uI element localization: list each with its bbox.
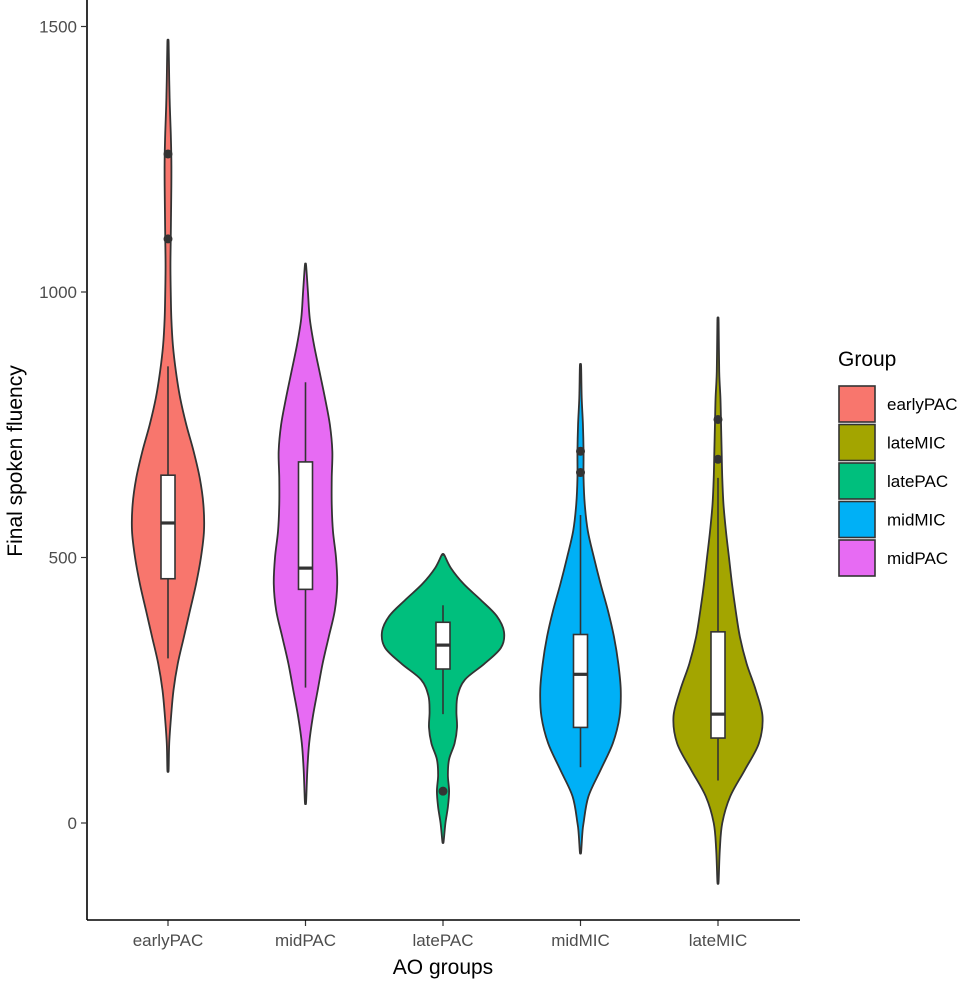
legend: Group earlyPAC lateMIC latePAC midMIC midPAC: [838, 348, 958, 577]
outlier-point: [576, 446, 585, 456]
box-lateMIC: [710, 631, 726, 739]
y-tick-label: 500: [49, 549, 77, 568]
outlier-point: [163, 234, 173, 244]
y-tick-label: 0: [68, 814, 77, 833]
outlier-point: [713, 414, 723, 424]
x-axis: earlyPAC midPAC latePAC midMIC lateMIC: [87, 919, 800, 950]
x-tick-label: midMIC: [551, 931, 610, 950]
violin-latePAC: [380, 552, 506, 844]
x-axis-title: AO groups: [393, 956, 493, 979]
legend-key-midPAC: [838, 539, 876, 577]
legend-key-midMIC: [838, 500, 876, 539]
violin-lateMIC: [672, 316, 764, 885]
x-tick-label: lateMIC: [689, 931, 748, 950]
legend-label-lateMIC: lateMIC: [887, 434, 946, 453]
legend-key-earlyPAC: [838, 385, 876, 423]
violin-midMIC: [539, 363, 622, 855]
legend-label-earlyPAC: earlyPAC: [887, 395, 958, 414]
box-midMIC: [572, 633, 589, 729]
legend-label-latePAC: latePAC: [887, 472, 948, 491]
x-tick-label: earlyPAC: [133, 931, 204, 950]
x-tick-label: latePAC: [412, 931, 473, 950]
legend-title: Group: [838, 348, 896, 371]
violin-midPAC: [272, 262, 339, 805]
legend-key-latePAC: [838, 462, 876, 500]
plot-panel: [130, 38, 764, 885]
outlier-point: [438, 786, 448, 796]
legend-label-midMIC: midMIC: [887, 511, 946, 530]
outlier-point: [713, 454, 723, 464]
violin-earlyPAC: [130, 38, 206, 773]
legend-label-midPAC: midPAC: [887, 549, 948, 568]
y-tick-label: 1500: [39, 18, 77, 37]
box-midPAC: [297, 461, 314, 591]
y-axis-title: Final spoken fluency: [4, 365, 27, 557]
outlier-point: [163, 149, 173, 159]
x-tick-label: midPAC: [275, 931, 336, 950]
y-axis: 0 500 1000 1500: [39, 0, 88, 920]
legend-key-lateMIC: [838, 423, 876, 462]
box-earlyPAC: [160, 474, 176, 580]
y-tick-label: 1000: [39, 283, 77, 302]
outlier-point: [576, 468, 585, 478]
